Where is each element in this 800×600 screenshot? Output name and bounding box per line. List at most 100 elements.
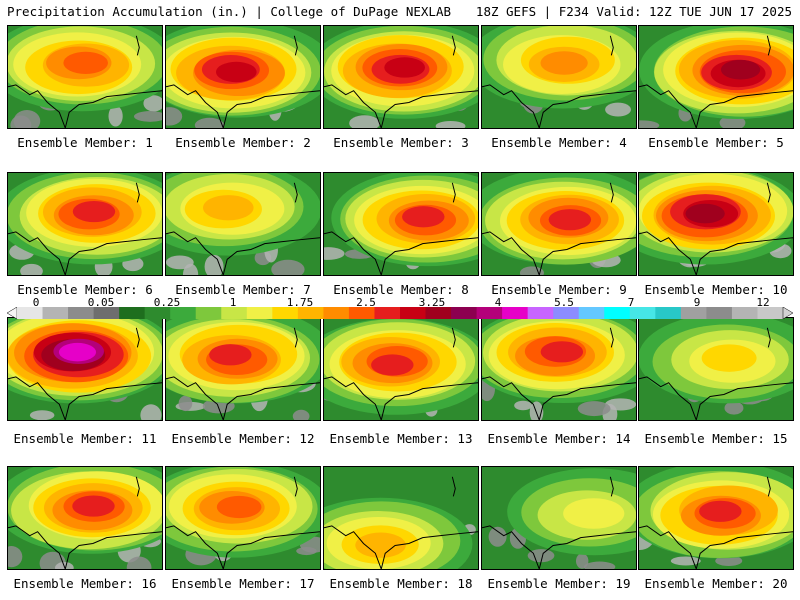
colorbar-segment [451, 307, 478, 319]
precip-field [482, 467, 636, 569]
colorbar-segment [680, 307, 707, 319]
colorbar-segment [757, 307, 784, 319]
colorbar-min-arrow [7, 307, 18, 319]
precip-field [482, 26, 636, 128]
colorbar-tick-label: 2.5 [356, 296, 376, 309]
ensemble-panel-11 [7, 317, 163, 421]
ensemble-member-label: Ensemble Member: 4 [491, 135, 627, 150]
coastline [482, 476, 636, 569]
ensemble-member-label: Ensemble Member: 1 [17, 135, 153, 150]
coastline [482, 35, 636, 128]
ensemble-panel-13 [323, 317, 479, 421]
colorbar-segment [93, 307, 120, 319]
colorbar-segment [246, 307, 273, 319]
ensemble-panel-2 [165, 25, 321, 129]
ensemble-member-label: Ensemble Member: 13 [329, 431, 473, 446]
colorbar-segment [119, 307, 146, 319]
ensemble-member-label: Ensemble Member: 20 [644, 576, 788, 591]
ensemble-panel-9 [481, 172, 637, 276]
precip-field [166, 467, 320, 569]
colorbar-segment [604, 307, 631, 319]
colorbar-tick-label: 3.25 [418, 296, 446, 309]
precip-field [166, 173, 320, 275]
precip-field [324, 467, 478, 569]
colorbar-segment [221, 307, 248, 319]
precip-field [482, 173, 636, 275]
ensemble-member-label: Ensemble Member: 2 [175, 135, 311, 150]
ensemble-member-label: Ensemble Member: 18 [329, 576, 473, 591]
ensemble-panel-6 [7, 172, 163, 276]
ensemble-member-label: Ensemble Member: 9 [491, 282, 627, 297]
colorbar-segment [731, 307, 758, 319]
map-valid-time: 18Z GEFS | F234 Valid: 12Z TUE JUN 17 20… [475, 4, 792, 19]
ensemble-member-label: Ensemble Member: 8 [333, 282, 469, 297]
colorbar-segment [553, 307, 580, 319]
ensemble-member-label: Ensemble Member: 17 [171, 576, 315, 591]
colorbar-segment [272, 307, 299, 319]
coastline [8, 182, 162, 275]
coastline [482, 327, 636, 420]
precip-field [8, 173, 162, 275]
colorbar-segment [170, 307, 197, 319]
colorbar-tick-label: 0.05 [87, 296, 115, 309]
precip-field [324, 26, 478, 128]
colorbar-tick-label: 1 [229, 296, 237, 309]
colorbar-segment [578, 307, 605, 319]
coastline [166, 35, 320, 128]
coastline [166, 327, 320, 420]
ensemble-member-label: Ensemble Member: 14 [487, 431, 631, 446]
precip-field [639, 318, 793, 420]
ensemble-panel-14 [481, 317, 637, 421]
coastline [639, 327, 793, 420]
ensemble-panel-7 [165, 172, 321, 276]
ensemble-member-label: Ensemble Member: 12 [171, 431, 315, 446]
coastline [639, 182, 793, 275]
colorbar-tick-label: 0.25 [153, 296, 181, 309]
colorbar-segment [400, 307, 427, 319]
precip-field [166, 318, 320, 420]
colorbar-segment [374, 307, 401, 319]
precip-field [324, 173, 478, 275]
precip-field [639, 26, 793, 128]
ensemble-panel-5 [638, 25, 794, 129]
map-title: Precipitation Accumulation (in.) | Colle… [7, 4, 452, 19]
colorbar-segment [195, 307, 222, 319]
ensemble-member-label: Ensemble Member: 15 [644, 431, 788, 446]
colorbar-segment [502, 307, 529, 319]
colorbar-segment [527, 307, 554, 319]
coastline [166, 476, 320, 569]
ensemble-panel-4 [481, 25, 637, 129]
ensemble-member-label: Ensemble Member: 16 [13, 576, 157, 591]
ensemble-panel-3 [323, 25, 479, 129]
colorbar-tick-label: 12 [756, 296, 770, 309]
ensemble-member-label: Ensemble Member: 6 [17, 282, 153, 297]
colorbar-segment [42, 307, 69, 319]
ensemble-panel-17 [165, 466, 321, 570]
precip-field [639, 173, 793, 275]
precip-field [8, 467, 162, 569]
coastline [8, 35, 162, 128]
coastline [324, 35, 478, 128]
ensemble-panel-8 [323, 172, 479, 276]
colorbar-segment [17, 307, 44, 319]
ensemble-panel-10 [638, 172, 794, 276]
colorbar-segment [706, 307, 733, 319]
ensemble-panel-16 [7, 466, 163, 570]
coastline [166, 182, 320, 275]
ensemble-member-label: Ensemble Member: 10 [644, 282, 788, 297]
precip-field [8, 318, 162, 420]
colorbar-segment [144, 307, 171, 319]
ensemble-member-label: Ensemble Member: 5 [648, 135, 784, 150]
colorbar-segment [629, 307, 656, 319]
coastline [639, 476, 793, 569]
colorbar-segment [68, 307, 95, 319]
colorbar-segment [323, 307, 350, 319]
colorbar-segment [655, 307, 682, 319]
ensemble-member-label: Ensemble Member: 7 [175, 282, 311, 297]
colorbar-tick-label: 4 [494, 296, 502, 309]
colorbar-segment [348, 307, 375, 319]
colorbar-segment [476, 307, 503, 319]
colorbar-tick-label: 5.5 [554, 296, 574, 309]
coastline [639, 35, 793, 128]
colorbar-tick-label: 7 [627, 296, 635, 309]
